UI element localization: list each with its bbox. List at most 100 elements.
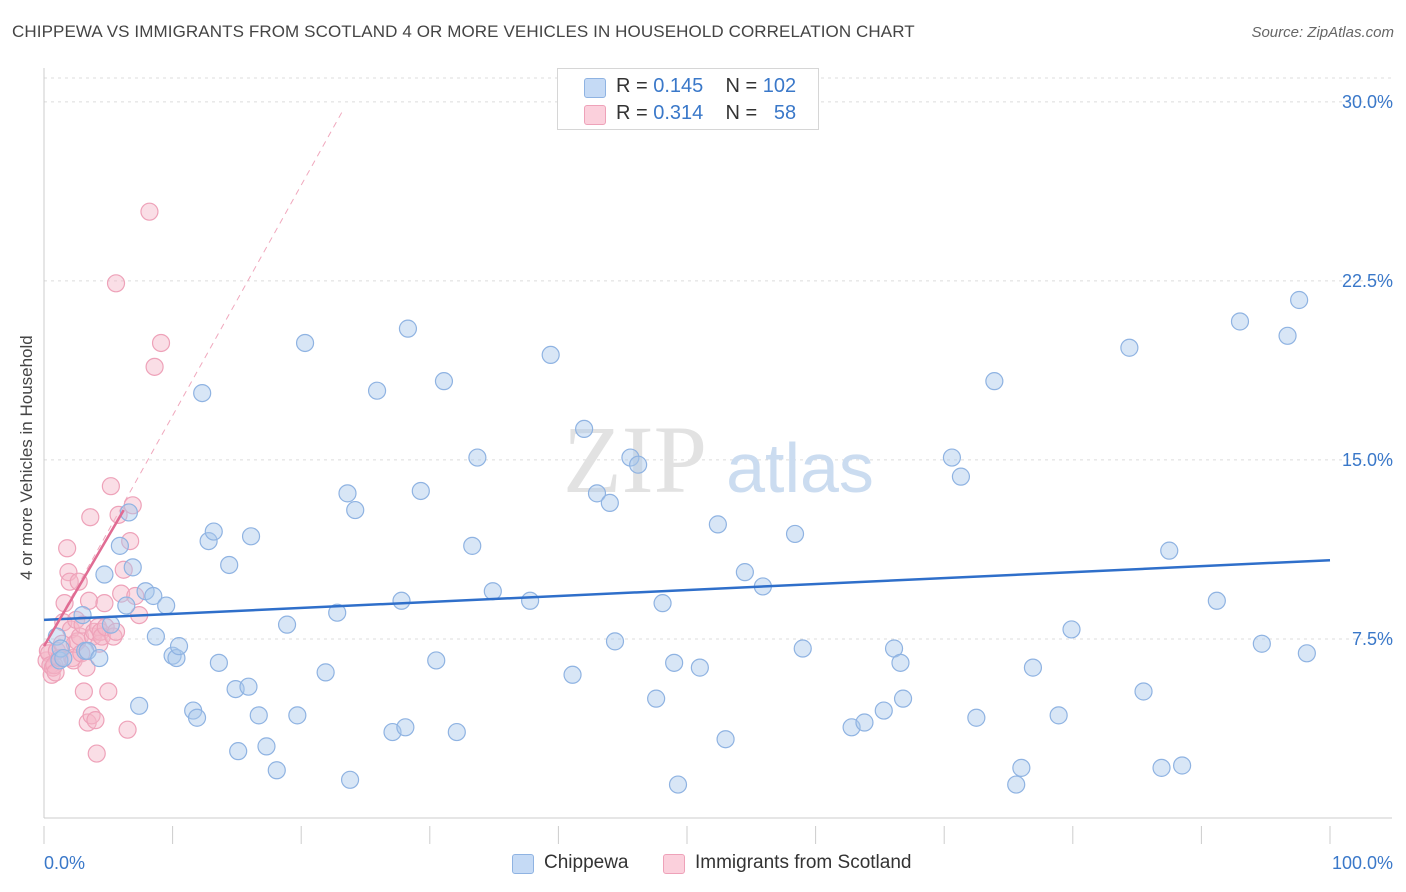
chippewa-point — [229, 742, 248, 761]
chippewa-point — [73, 605, 92, 625]
chippewa-point — [521, 591, 540, 610]
reference-line — [43, 111, 343, 647]
chippewa-point — [793, 639, 812, 658]
chippewa-point — [587, 484, 607, 503]
series-chippewa-points — [47, 290, 1316, 794]
diagonal-reference-line — [43, 111, 343, 647]
chippewa-point — [621, 448, 640, 467]
bottom-legend-swatch-scotland — [663, 854, 685, 874]
chippewa-point — [367, 381, 387, 400]
chippewa-point — [119, 503, 138, 522]
chippewa-point — [427, 651, 446, 670]
y-tick-label: 30.0% — [1342, 92, 1393, 112]
chippewa-point — [1049, 706, 1068, 725]
legend-swatch-chippewa — [584, 78, 606, 98]
chippewa-point — [665, 653, 684, 672]
chippewa-point — [90, 648, 109, 668]
chippewa-point — [338, 484, 357, 503]
chippewa-point — [575, 419, 594, 439]
tick-labels: 7.5% 15.0% 22.5% 30.0% 0.0% 100.0% — [44, 92, 1393, 873]
chippewa-point — [209, 653, 228, 672]
bottom-legend-swatch-chippewa — [512, 854, 534, 874]
chippewa-point — [1120, 338, 1139, 357]
chippewa-point — [1007, 775, 1026, 794]
chippewa-point — [716, 730, 735, 749]
chippewa-point — [708, 515, 727, 534]
correlation-legend: R = 0.145 N = 102 R = 0.314 N = 58 — [557, 68, 819, 130]
legend-r-label: R = — [616, 75, 648, 97]
watermark-atlas: atlas — [726, 429, 874, 507]
chippewa-point — [893, 689, 913, 708]
chippewa-point — [1062, 620, 1081, 639]
chippewa-point — [199, 531, 218, 551]
gridlines — [44, 77, 1392, 640]
chippewa-point — [157, 596, 176, 615]
chippewa-point — [220, 555, 239, 575]
chippewa-point — [411, 481, 430, 501]
chippewa-point — [463, 536, 482, 555]
legend-r-value: 0.145 — [653, 75, 704, 97]
chippewa-point — [785, 524, 805, 544]
scotland-point — [95, 594, 114, 613]
chippewa-point — [1152, 758, 1171, 777]
scotland-point — [140, 202, 159, 221]
chippewa-point — [288, 706, 307, 725]
chippewa-point — [110, 536, 129, 555]
legend-r-label: R = — [616, 102, 648, 124]
chippewa-point — [249, 706, 268, 725]
y-tick-label: 7.5% — [1352, 629, 1393, 649]
legend-r-value: 0.314 — [653, 102, 704, 124]
scotland-trend-line — [42, 509, 125, 647]
chippewa-point — [101, 615, 120, 634]
chippewa-point — [874, 701, 893, 720]
chippewa-point — [985, 372, 1004, 391]
chippewa-point — [690, 658, 709, 677]
chippewa-point — [1290, 290, 1309, 310]
series-scotland-points — [37, 202, 171, 763]
chippewa-point — [855, 713, 874, 732]
legend-n-value: 58 — [773, 102, 797, 124]
chippewa-point — [169, 637, 189, 656]
chippewa-point — [1012, 758, 1031, 777]
trend-lines — [42, 509, 1331, 647]
chippewa-point — [600, 493, 619, 513]
scotland-point — [104, 627, 123, 646]
chippewa-point — [647, 689, 666, 708]
axes — [43, 68, 1392, 844]
chippewa-point — [328, 603, 347, 622]
legend-n-value: 102 — [762, 75, 797, 97]
scotland-point — [112, 584, 131, 603]
chippewa-point — [563, 665, 582, 684]
chippewa-point — [1297, 644, 1316, 663]
chippewa-point — [167, 648, 186, 668]
y-tick-label: 15.0% — [1342, 450, 1393, 470]
chippewa-point — [277, 615, 297, 634]
scotland-point — [46, 663, 65, 682]
chippewa-point — [123, 558, 142, 577]
scotland-point — [121, 531, 140, 551]
chippewa-point — [1173, 756, 1192, 775]
chippewa-point — [257, 737, 276, 756]
scotland-point — [73, 615, 92, 634]
chippewa-point — [392, 591, 411, 610]
chippewa-point — [541, 345, 560, 365]
chippewa-point — [130, 696, 149, 715]
chippewa-point — [146, 627, 165, 646]
chippewa-point — [95, 565, 114, 584]
chippewa-point — [295, 333, 315, 353]
chippewa-point — [1207, 591, 1226, 610]
scotland-point — [106, 274, 126, 293]
chippewa-point — [653, 594, 672, 613]
chippewa-point — [54, 648, 73, 668]
chippewa-point — [144, 586, 163, 606]
scotland-point — [101, 477, 120, 496]
scotland-point — [99, 682, 118, 701]
bottom-legend-label-chippewa: Chippewa — [544, 852, 629, 873]
chippewa-point — [434, 372, 454, 391]
scotland-point — [81, 508, 100, 527]
scotland-point — [87, 744, 106, 763]
chippewa-point — [629, 455, 648, 474]
chippewa-point — [193, 383, 212, 403]
scotland-point — [86, 711, 105, 730]
chippewa-point — [483, 582, 502, 601]
